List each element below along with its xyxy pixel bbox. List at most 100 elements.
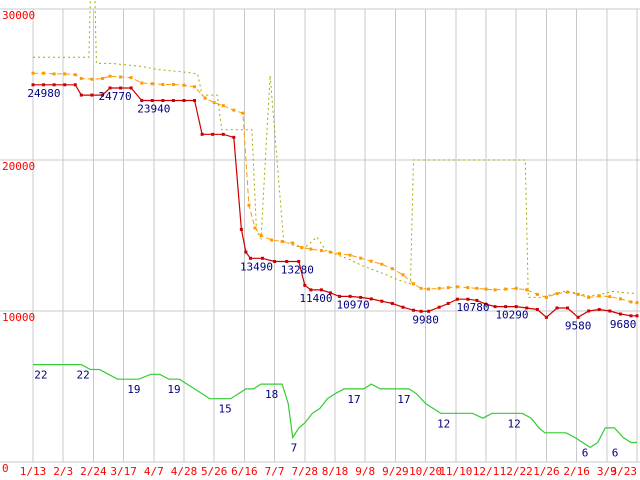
lowest-price-marker [514,305,518,309]
point-label: 17 [397,393,410,406]
average-price-marker [419,286,423,290]
average-price-marker [455,285,459,289]
average-price-marker [232,108,236,112]
point-label: 9980 [412,313,439,326]
lowest-price-marker [587,309,591,313]
lowest-price-marker [618,312,622,316]
y-axis-tick-label: 30000 [2,9,35,22]
y-axis-tick-label: 0 [2,462,9,475]
x-axis-tick-label: 9/29 [382,465,409,478]
average-price-marker [525,288,529,292]
average-price-marker [42,71,46,75]
x-axis-tick-label: 8/18 [322,465,349,478]
lowest-price-marker [348,294,352,298]
lowest-price-marker [566,306,570,310]
x-axis-tick-label: 4/7 [144,465,164,478]
lowest-price-marker [475,298,479,302]
average-price-marker [270,238,274,242]
x-axis-tick-label: 12/22 [500,465,533,478]
average-price-marker [203,96,207,100]
lowest-price-marker [319,288,323,292]
lowest-price-marker [328,291,332,295]
lowest-price-marker [182,99,186,103]
lowest-price-marker [401,305,405,309]
average-price-marker [300,246,304,250]
average-price-marker [280,240,284,244]
store-count-line [33,364,637,449]
lowest-price-marker [90,93,94,97]
point-label: 15 [218,403,231,416]
lowest-price-marker [338,294,342,298]
lowest-price-marker [629,314,633,318]
point-label: 24770 [99,90,132,103]
lowest-price-marker [427,309,431,313]
x-axis-tick-label: 5/26 [201,465,228,478]
lowest-price-marker [380,299,384,303]
x-axis-tick-label: 7/7 [265,465,285,478]
x-axis-tick-label: 3/9 [597,465,617,478]
average-price-marker [484,287,488,291]
average-price-marker [150,82,154,86]
average-price-marker [597,294,601,298]
lowest-price-marker [412,308,416,312]
lowest-price-marker [150,99,154,103]
point-label: 6 [612,447,619,460]
x-axis-tick-label: 2/24 [80,465,107,478]
lowest-price-marker [119,86,123,90]
lowest-price-marker [108,86,112,90]
y-axis-tick-label: 10000 [2,311,35,324]
lowest-price-marker [171,99,175,103]
point-label: 9580 [565,319,592,332]
x-axis-tick-label: 3/17 [110,465,137,478]
lowest-price-marker [244,250,248,254]
lowest-price-marker [455,297,459,301]
point-label: 22 [76,369,89,382]
lowest-price-marker [437,305,441,309]
average-price-marker [369,259,373,263]
lowest-price-marker [129,86,133,90]
lowest-price-marker [232,135,236,139]
average-price-marker [390,267,394,271]
point-label: 7 [291,442,298,455]
lowest-price-marker [193,99,197,103]
lowest-price-marker [446,301,450,305]
point-label: 19 [167,383,180,396]
lowest-price-line [31,83,639,319]
lowest-price-marker [273,259,277,263]
point-label: 19 [127,383,140,396]
lowest-price-marker [555,306,559,310]
average-price-marker [338,252,342,256]
point-label: 6 [582,447,589,460]
average-price-marker [475,286,479,290]
lowest-price-marker [140,99,144,103]
average-price-marker [119,75,123,79]
average-price-marker [427,287,431,291]
lowest-price-marker [535,307,539,311]
lowest-price-marker [525,306,529,310]
lowest-price-marker [31,83,35,87]
average-price-marker [259,234,263,237]
average-price-marker [129,76,133,80]
average-price-marker [253,226,257,230]
average-price-marker [535,292,539,296]
lowest-price-marker [303,283,307,287]
lowest-price-marker [466,297,470,301]
average-price-marker [108,74,112,78]
average-price-marker [221,104,225,108]
point-label: 9680 [610,318,637,331]
average-price-marker [328,250,332,254]
x-axis-tick-label: 10/20 [409,465,442,478]
average-price-marker [635,301,639,305]
lowest-price-marker [100,93,104,97]
lowest-price-marker [309,288,313,292]
average-price-marker [247,203,251,207]
average-price-marker [504,287,508,291]
point-label: 10290 [495,309,528,322]
lowest-price-marker [390,301,394,305]
lowest-price-marker [42,83,46,87]
average-price-marker [79,76,83,80]
average-price-marker [401,273,405,277]
y-axis-tick-label: 20000 [2,160,35,173]
